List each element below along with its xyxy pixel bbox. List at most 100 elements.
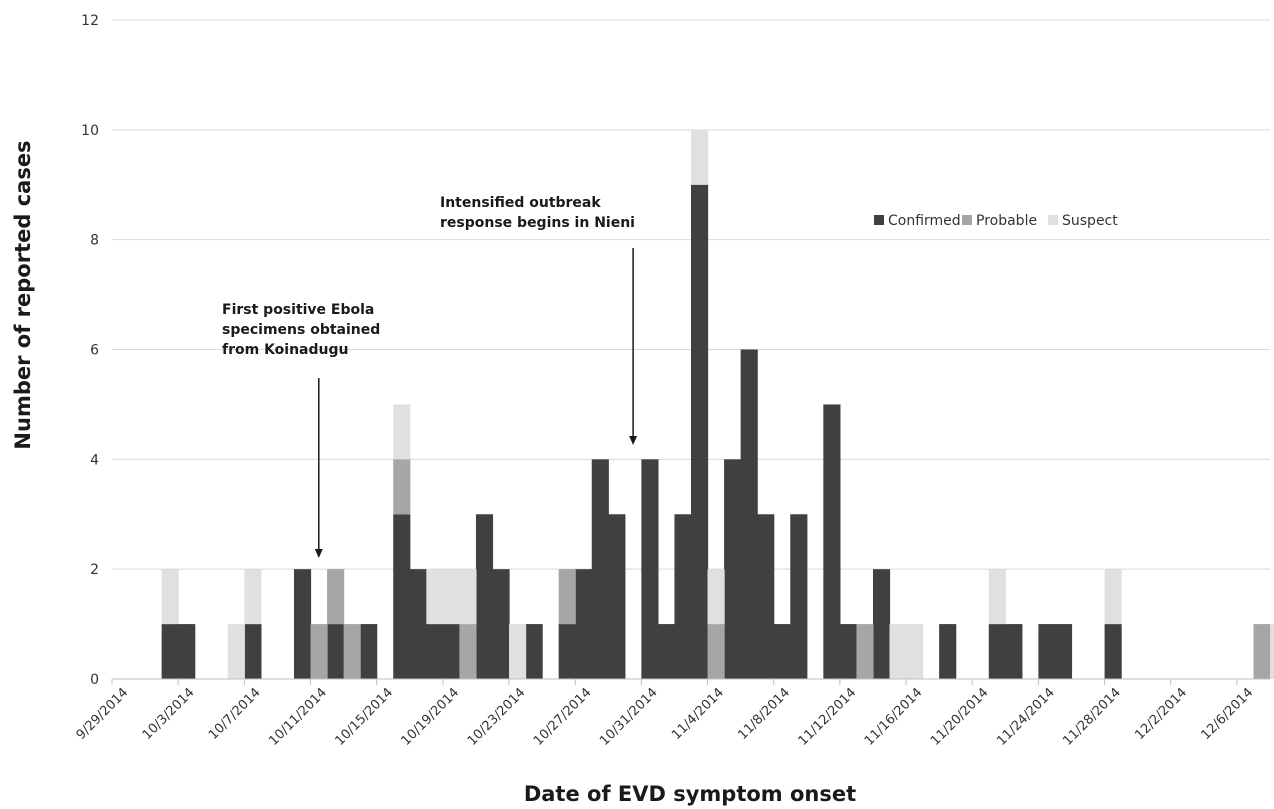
bar-suspect: [244, 569, 262, 625]
bar-probable: [856, 624, 874, 679]
bar-confirmed: [988, 624, 1006, 679]
y-axis-title: Number of reported cases: [11, 140, 35, 449]
legend-swatch-confirmed: [874, 215, 884, 225]
bar-confirmed: [790, 514, 808, 679]
x-tick-label: 10/3/2014: [140, 685, 198, 743]
bar-suspect: [393, 404, 411, 460]
x-tick-label: 11/24/2014: [994, 685, 1058, 749]
x-tick-label: 10/15/2014: [332, 685, 396, 749]
bar-confirmed: [558, 624, 576, 679]
x-tick-label: 11/20/2014: [928, 685, 992, 749]
x-tick-label: 10/11/2014: [266, 685, 330, 749]
bar-confirmed: [293, 569, 312, 679]
bar-suspect: [889, 624, 907, 679]
bar-confirmed: [1038, 624, 1056, 679]
legend: Confirmed Probable Suspect: [874, 213, 1118, 229]
bar-confirmed: [773, 624, 791, 679]
y-tick-label: 8: [90, 233, 99, 249]
y-tick-label: 0: [90, 672, 99, 688]
bar-confirmed: [839, 624, 858, 679]
bar-confirmed: [1104, 624, 1122, 679]
x-tick-label: 10/27/2014: [531, 685, 595, 749]
bar-confirmed: [161, 624, 179, 679]
y-tick-label: 4: [90, 452, 99, 468]
bar-suspect: [1270, 624, 1274, 679]
legend-label-confirmed: Confirmed: [888, 213, 961, 229]
x-tick-label: 10/19/2014: [399, 685, 463, 749]
legend-label-suspect: Suspect: [1062, 213, 1118, 229]
bar-confirmed: [724, 459, 742, 679]
bars-layer: [161, 129, 1274, 679]
x-tick-label: 10/7/2014: [206, 685, 264, 743]
bar-probable: [343, 624, 361, 679]
bar-confirmed: [823, 404, 841, 679]
bar-confirmed: [591, 459, 609, 679]
x-axis-title: Date of EVD symptom onset: [524, 782, 856, 806]
x-tick-label: 11/12/2014: [796, 685, 860, 749]
bar-probable: [310, 624, 328, 679]
bar-suspect: [227, 624, 245, 679]
annotation-2: Intensified outbreak response begins in N…: [440, 195, 638, 445]
annotation-text-line: from Koinadugu: [222, 342, 349, 358]
bar-confirmed: [939, 624, 957, 679]
bar-confirmed: [757, 514, 775, 679]
bar-confirmed: [1005, 624, 1023, 679]
annotation-text-line: Intensified outbreak: [440, 195, 601, 211]
bar-confirmed: [641, 459, 659, 679]
x-tick-label: 10/23/2014: [465, 685, 529, 749]
bar-confirmed: [327, 624, 345, 679]
annotation-arrow-head: [314, 549, 323, 558]
bar-suspect: [442, 569, 460, 625]
x-tick-label: 12/2/2014: [1132, 685, 1190, 743]
annotation-1: First positive Ebola specimens obtained fr…: [222, 302, 380, 558]
bar-confirmed: [393, 514, 411, 679]
y-tick-label: 2: [90, 562, 99, 578]
bar-confirmed: [525, 624, 543, 679]
bar-confirmed: [674, 514, 692, 679]
bar-confirmed: [178, 624, 196, 679]
bar-confirmed: [409, 569, 427, 679]
bar-suspect: [906, 624, 924, 679]
annotation-text-line: response begins in Nieni: [440, 215, 635, 231]
bar-confirmed: [608, 514, 626, 679]
bar-confirmed: [492, 569, 510, 679]
x-tick-label: 11/16/2014: [862, 685, 926, 749]
y-tick-label: 12: [81, 13, 99, 29]
y-tick-label: 6: [90, 343, 99, 359]
bar-confirmed: [244, 624, 262, 679]
bar-suspect: [1104, 569, 1122, 625]
bar-probable: [707, 624, 725, 679]
annotation-text-line: specimens obtained: [222, 322, 380, 338]
bar-probable: [459, 624, 477, 679]
bar-probable: [327, 569, 345, 625]
bar-confirmed: [657, 624, 676, 679]
bar-suspect: [426, 569, 444, 625]
bar-suspect: [161, 569, 179, 625]
bar-suspect: [988, 569, 1006, 625]
bar-probable: [393, 459, 411, 515]
bar-probable: [558, 569, 576, 625]
annotation-layer: First positive Ebola specimens obtained fr…: [222, 195, 638, 558]
x-tick-label: 11/28/2014: [1060, 685, 1124, 749]
bar-confirmed: [575, 569, 593, 679]
legend-swatch-probable: [962, 215, 972, 225]
bar-suspect: [509, 624, 527, 679]
bar-confirmed: [1054, 624, 1073, 679]
bar-confirmed: [360, 624, 378, 679]
bar-suspect: [707, 569, 725, 625]
bar-confirmed: [475, 514, 494, 679]
bar-confirmed: [442, 624, 460, 679]
x-tick-label: 9/29/2014: [74, 685, 132, 743]
legend-label-probable: Probable: [976, 213, 1037, 229]
legend-swatch-suspect: [1048, 215, 1058, 225]
bar-confirmed: [872, 569, 891, 679]
x-tick-label: 11/4/2014: [669, 685, 727, 743]
bar-suspect: [459, 569, 477, 625]
bar-probable: [1253, 624, 1271, 679]
bar-suspect: [691, 129, 709, 185]
bar-confirmed: [740, 349, 758, 679]
bar-confirmed: [691, 184, 709, 679]
x-tick-label: 12/6/2014: [1199, 685, 1257, 743]
